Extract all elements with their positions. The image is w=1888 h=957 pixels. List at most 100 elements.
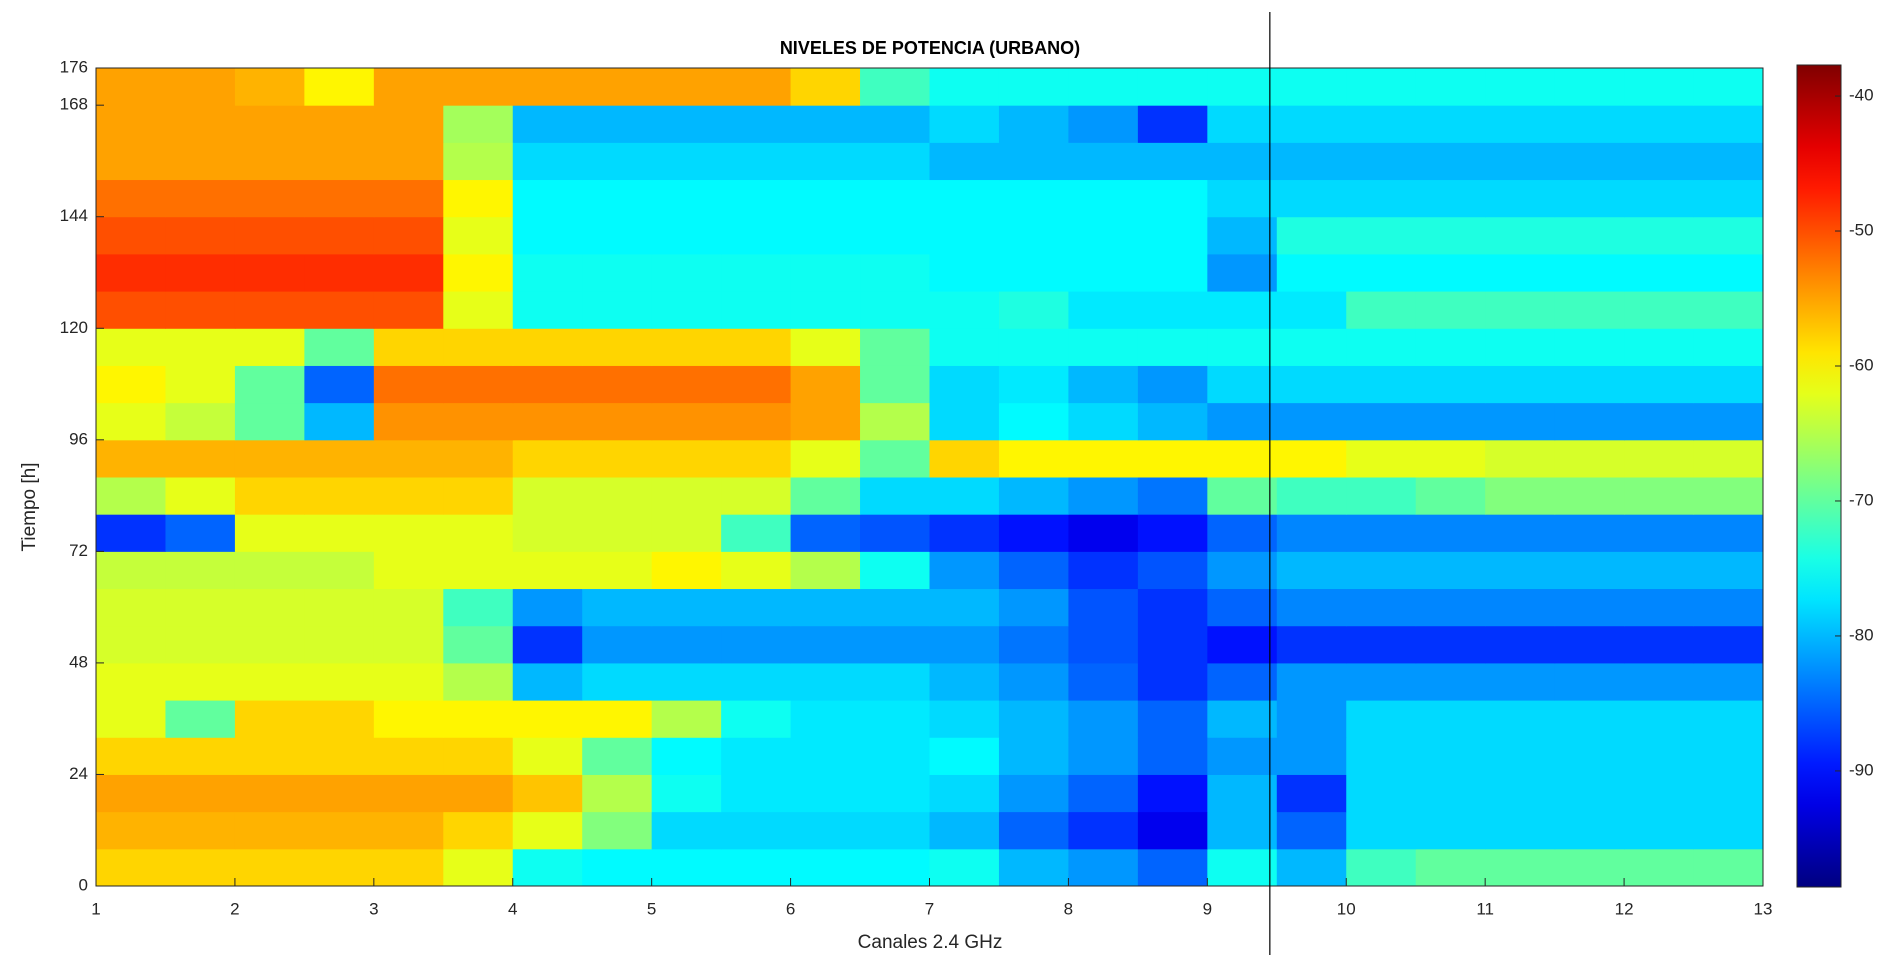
heatmap-cell [1346, 625, 1417, 664]
colorbar-tick-label: -60 [1849, 355, 1874, 374]
heatmap-cell [860, 439, 930, 478]
heatmap-cell [1415, 216, 1486, 255]
heatmap-cell [929, 774, 1000, 813]
heatmap-cell [1693, 774, 1764, 813]
y-tick-label: 176 [60, 57, 88, 76]
chart-title: NIVELES DE POTENCIA (URBANO) [780, 38, 1080, 58]
heatmap-cell [1276, 291, 1347, 329]
heatmap-cell [1554, 662, 1625, 701]
heatmap-cell [860, 142, 930, 181]
heatmap-cell [790, 253, 861, 292]
heatmap-cell [1485, 662, 1556, 701]
heatmap-cell [1068, 737, 1139, 775]
x-tick-label: 12 [1615, 899, 1634, 918]
heatmap-cell [1554, 625, 1625, 664]
heatmap-cell [1207, 365, 1278, 404]
colorbar-tick-label: -90 [1849, 760, 1874, 779]
heatmap-cell [96, 179, 166, 218]
heatmap-cell [929, 662, 1000, 701]
heatmap-cell [1554, 402, 1625, 441]
heatmap-cell [1415, 402, 1486, 441]
heatmap-cell [96, 700, 166, 738]
heatmap-cell [790, 477, 861, 515]
heatmap-cell [373, 514, 444, 552]
heatmap-cell [1624, 365, 1695, 404]
heatmap-cell [1693, 514, 1764, 552]
heatmap-cell [651, 477, 722, 515]
heatmap-cell [860, 68, 930, 106]
heatmap-cell [860, 588, 930, 627]
heatmap-cell [860, 551, 930, 590]
heatmap-cell [790, 514, 861, 552]
heatmap-cell [96, 774, 166, 813]
heatmap-cell [512, 253, 583, 292]
heatmap-cell [1624, 253, 1695, 292]
heatmap-cell [582, 625, 653, 664]
heatmap-cell [651, 700, 722, 738]
heatmap-cell [96, 514, 166, 552]
heatmap-cell [929, 625, 1000, 664]
heatmap-cell [1068, 625, 1139, 664]
heatmap-cell [443, 514, 514, 552]
heatmap-cell [790, 439, 861, 478]
heatmap-cell [1485, 848, 1556, 887]
colorbar [1796, 64, 1842, 888]
heatmap-cell [860, 700, 930, 738]
heatmap-cell [582, 811, 653, 850]
heatmap-cell [1624, 105, 1695, 143]
x-tick-label: 1 [91, 899, 100, 918]
heatmap-cell [1554, 811, 1625, 850]
x-tick-label: 8 [1064, 899, 1073, 918]
heatmap-cell [1207, 439, 1278, 478]
heatmap-cell [651, 402, 722, 441]
heatmap-cell [304, 774, 375, 813]
y-tick-label: 0 [79, 875, 88, 894]
heatmap-cell [234, 365, 305, 404]
heatmap-cell [1485, 439, 1556, 478]
heatmap-cell [651, 588, 722, 627]
heatmap-cell [721, 588, 792, 627]
heatmap-cell [790, 737, 861, 775]
heatmap-cell [998, 737, 1069, 775]
heatmap-cell [1624, 328, 1695, 366]
heatmap-cell [1207, 477, 1278, 515]
heatmap-cell [1346, 588, 1417, 627]
heatmap-cell [790, 811, 861, 850]
heatmap-cell [443, 439, 514, 478]
heatmap-cell [651, 68, 722, 106]
heatmap-cell [582, 700, 653, 738]
heatmap-cell [234, 551, 305, 590]
heatmap-cell [1346, 477, 1417, 515]
heatmap-cell [790, 625, 861, 664]
heatmap-cell [1554, 216, 1625, 255]
heatmap-cell [1693, 68, 1764, 106]
heatmap-cell [651, 439, 722, 478]
heatmap-cell [1415, 774, 1486, 813]
heatmap-cell [721, 700, 792, 738]
heatmap-cell [443, 402, 514, 441]
heatmap-cell [1415, 700, 1486, 738]
heatmap-cell [304, 142, 375, 181]
heatmap-cell [1415, 477, 1486, 515]
heatmap-cell [373, 68, 444, 106]
heatmap-cell [304, 588, 375, 627]
heatmap-cell [1485, 477, 1556, 515]
heatmap-cell [860, 774, 930, 813]
heatmap-cell [582, 179, 653, 218]
heatmap-cell [96, 439, 166, 478]
heatmap-cell [651, 142, 722, 181]
heatmap-cell [998, 291, 1069, 329]
heatmap-cell [1693, 253, 1764, 292]
heatmap-cell [721, 253, 792, 292]
heatmap-cell [721, 142, 792, 181]
heatmap-cell [929, 365, 1000, 404]
heatmap-cell [721, 68, 792, 106]
heatmap-cell [304, 848, 375, 887]
heatmap-cell [998, 625, 1069, 664]
heatmap-cell [929, 253, 1000, 292]
heatmap-cell [1693, 662, 1764, 701]
x-tick-label: 7 [925, 899, 934, 918]
heatmap-cell [1415, 737, 1486, 775]
heatmap-cell [860, 662, 930, 701]
heatmap-cell [373, 253, 444, 292]
